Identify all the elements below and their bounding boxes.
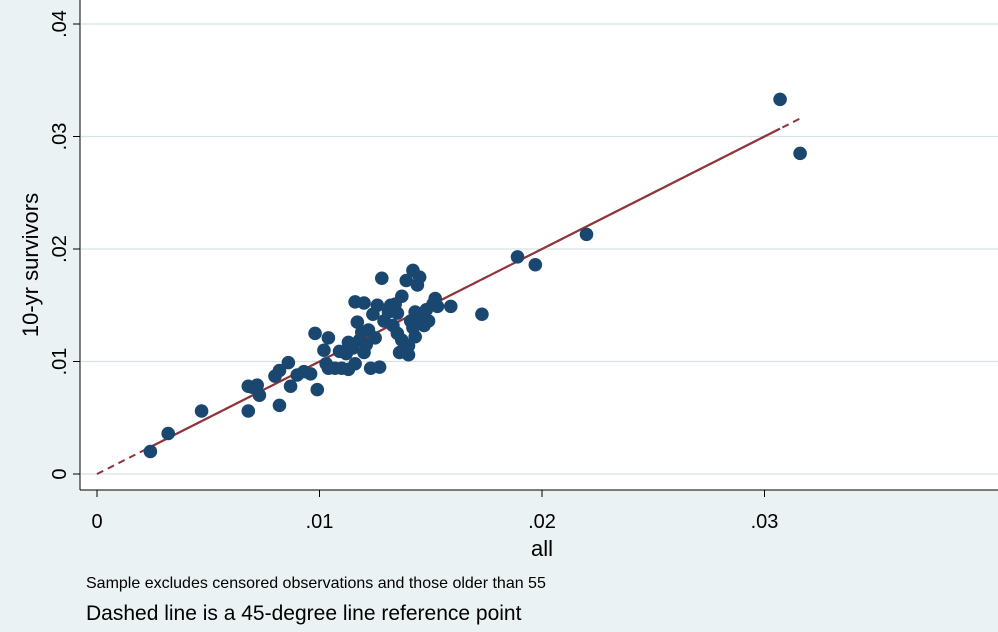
scatter-point [272, 398, 287, 413]
scatter-point [283, 379, 298, 394]
scatter-point [281, 355, 296, 370]
scatter-point [412, 270, 427, 284]
scatter-point [510, 250, 525, 264]
x-tick-label: 0 [91, 511, 102, 533]
scatter-point [528, 257, 543, 272]
scatter-point [773, 92, 787, 107]
scatter-points [143, 92, 807, 459]
scatter-point [421, 314, 436, 328]
x-tick-label: .03 [751, 511, 779, 533]
scatter-point [395, 289, 409, 304]
scatter-point [303, 367, 318, 381]
scatter-point [317, 343, 331, 358]
chart-note-sample: Sample excludes censored observations an… [86, 575, 546, 592]
scatter-point [194, 404, 209, 418]
scatter-point [250, 378, 264, 392]
scatter-point [399, 273, 414, 288]
scatter-point [368, 331, 382, 345]
y-tick-label: .04 [49, 10, 71, 38]
scatter-point [443, 299, 458, 314]
scatter-point [357, 296, 371, 310]
scatter-point [350, 315, 365, 329]
scatter-point [161, 426, 175, 441]
scatter-point [348, 356, 362, 371]
plot-area [80, 0, 998, 490]
scatter-point [475, 307, 489, 322]
scatter-point [375, 271, 389, 286]
scatter-point [241, 404, 256, 418]
scatter-point [430, 299, 445, 314]
y-axis-title: 10-yr survivors [18, 193, 43, 337]
scatter-point [143, 444, 158, 459]
x-axis-title: all [531, 536, 553, 561]
scatter-point [408, 329, 422, 344]
scatter-point [793, 146, 807, 161]
scatter-point [372, 360, 387, 374]
chart-note-reference-line: Dashed line is a 45-degree line referenc… [86, 602, 522, 625]
axis-ticks: 0 .01 .02 .03 .04 0 .01 .02 .03 [49, 10, 778, 533]
scatter-point [579, 227, 594, 242]
x-tick-label: .02 [528, 511, 556, 533]
scatter-point [370, 298, 385, 313]
scatter-point [310, 382, 325, 397]
scatter-point [308, 326, 322, 341]
grid-lines [81, 23, 998, 475]
scatter-point [390, 306, 405, 320]
scatter-point [252, 388, 267, 403]
y-tick-label: .02 [49, 235, 71, 263]
y-tick-label: .01 [49, 348, 71, 376]
scatter-point [321, 331, 336, 345]
scatter-point [272, 363, 287, 378]
y-tick-label: 0 [49, 468, 71, 479]
x-tick-label: .01 [306, 511, 334, 533]
y-tick-label: .03 [49, 123, 71, 151]
